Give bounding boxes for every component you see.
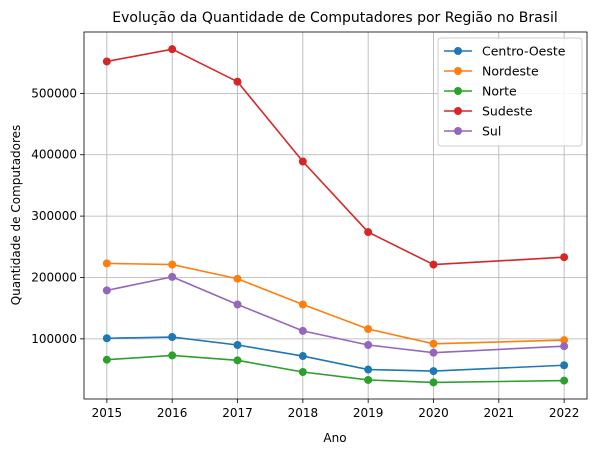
data-point-nordeste	[298, 300, 307, 309]
data-point-norte	[233, 356, 242, 365]
legend-label: Nordeste	[482, 64, 539, 79]
y-tick-label: 300000	[31, 209, 77, 223]
x-tick: 2016	[157, 399, 188, 420]
x-tick: 2015	[92, 399, 123, 420]
data-point-centro-oeste	[298, 352, 307, 361]
x-tick-label: 2018	[288, 406, 319, 420]
data-point-nordeste	[429, 339, 438, 348]
legend-swatch-marker	[454, 87, 462, 95]
data-point-sudeste	[560, 253, 569, 262]
legend-box	[437, 37, 583, 147]
data-point-sudeste	[102, 57, 111, 66]
y-tick: 300000	[31, 209, 84, 223]
series-sul	[102, 272, 569, 357]
series-norte	[102, 351, 569, 387]
x-tick-label: 2019	[353, 406, 384, 420]
data-point-nordeste	[233, 274, 242, 283]
data-point-norte	[102, 355, 111, 364]
series-nordeste	[102, 259, 569, 348]
x-tick-label: 2022	[549, 406, 580, 420]
data-point-centro-oeste	[233, 340, 242, 349]
data-point-nordeste	[168, 260, 177, 269]
legend-label: Sul	[482, 124, 501, 139]
y-tick: 100000	[31, 332, 84, 346]
data-point-norte	[429, 378, 438, 387]
x-tick-label: 2015	[92, 406, 123, 420]
x-tick: 2021	[484, 399, 515, 420]
x-tick-label: 2017	[222, 406, 253, 420]
data-point-norte	[168, 351, 177, 360]
y-tick: 200000	[31, 270, 84, 284]
legend-label: Centro-Oeste	[482, 44, 566, 59]
data-point-sudeste	[168, 45, 177, 54]
y-tick: 400000	[31, 148, 84, 162]
y-tick: 500000	[31, 86, 84, 100]
y-axis-label: Quantidade de Computadores	[9, 125, 23, 306]
y-tick-label: 500000	[31, 86, 77, 100]
data-point-centro-oeste	[429, 367, 438, 376]
plot-frame	[83, 31, 588, 400]
data-point-sudeste	[233, 77, 242, 86]
data-point-nordeste	[364, 325, 373, 334]
y-tick-label: 100000	[31, 332, 77, 346]
x-axis: 2015 2016 2017 2018 2019 2020 2021 2022	[92, 399, 580, 420]
x-tick: 2020	[418, 399, 449, 420]
y-tick-label: 200000	[31, 270, 77, 284]
x-tick-label: 2020	[418, 406, 449, 420]
x-axis-label: Ano	[323, 431, 346, 445]
legend-entry-norte: Norte	[444, 84, 517, 99]
x-tick-label: 2021	[484, 406, 515, 420]
x-tick-label: 2016	[157, 406, 188, 420]
legend-swatch-marker	[454, 127, 462, 135]
data-point-nordeste	[102, 259, 111, 268]
data-point-sul	[102, 286, 111, 295]
data-point-centro-oeste	[560, 361, 569, 370]
data-point-sul	[298, 326, 307, 335]
data-point-nordeste	[560, 336, 569, 345]
series-layer	[102, 45, 569, 387]
data-point-norte	[560, 376, 569, 385]
x-tick: 2019	[353, 399, 384, 420]
data-point-sudeste	[364, 228, 373, 237]
legend-entry-sul: Sul	[444, 124, 501, 139]
legend-entry-nordeste: Nordeste	[444, 64, 539, 79]
series-sudeste	[102, 45, 569, 269]
data-point-sul	[233, 300, 242, 309]
chart-title: Evolução da Quantidade de Computadores p…	[112, 10, 557, 26]
data-point-norte	[298, 367, 307, 376]
legend-swatch-marker	[454, 107, 462, 115]
legend-swatch-marker	[454, 47, 462, 55]
legend-swatch-marker	[454, 67, 462, 75]
y-axis: 100000 200000 300000 400000 500000	[31, 86, 84, 346]
x-tick: 2017	[222, 399, 253, 420]
data-point-centro-oeste	[102, 334, 111, 343]
data-point-norte	[364, 375, 373, 384]
y-tick-label: 400000	[31, 148, 77, 162]
data-point-sul	[429, 348, 438, 357]
legend-label: Norte	[482, 84, 517, 99]
x-tick: 2018	[288, 399, 319, 420]
data-point-sul	[560, 342, 569, 351]
data-point-sudeste	[298, 157, 307, 166]
legend-entry-sudeste: Sudeste	[444, 104, 533, 119]
data-point-sul	[364, 340, 373, 349]
data-point-sul	[168, 272, 177, 281]
legend-entry-centro-oeste: Centro-Oeste	[444, 44, 566, 59]
data-point-centro-oeste	[364, 365, 373, 374]
series-centro-oeste	[102, 333, 569, 376]
data-point-centro-oeste	[168, 333, 177, 342]
data-point-sudeste	[429, 260, 438, 269]
x-tick: 2022	[549, 399, 580, 420]
legend-label: Sudeste	[482, 104, 533, 119]
legend: Centro-Oeste Nordeste Norte Sudeste Sul	[437, 37, 583, 147]
